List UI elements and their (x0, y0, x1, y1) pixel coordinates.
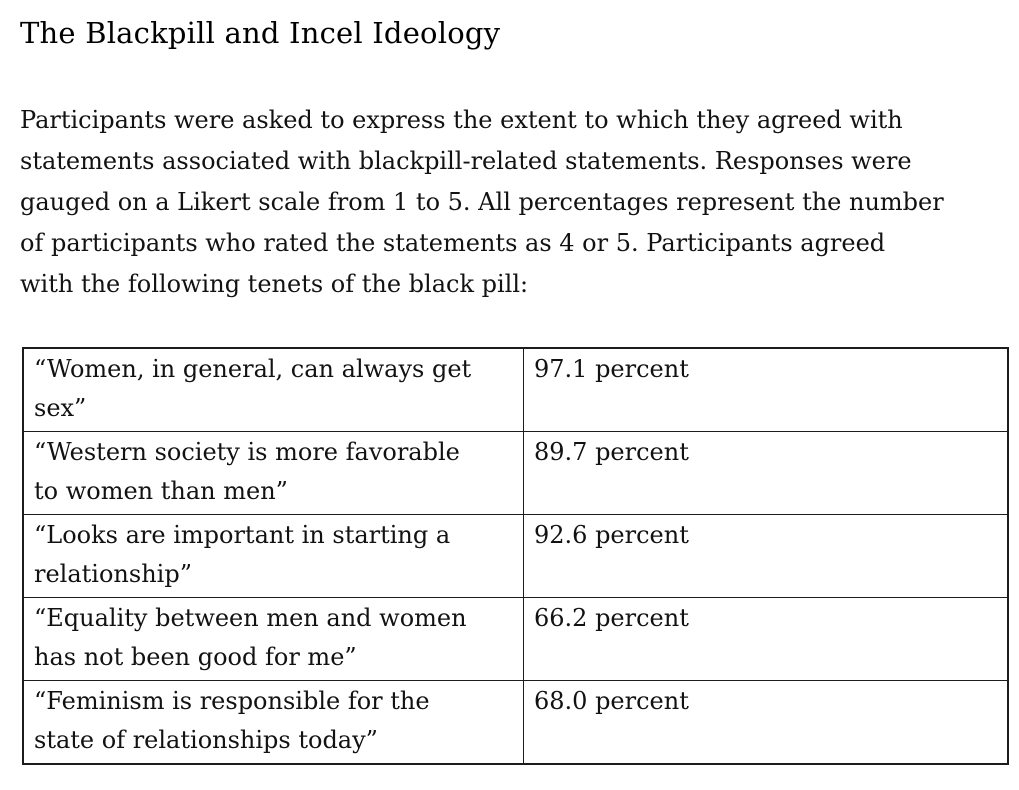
page-title: The Blackpill and Incel Ideology (20, 16, 501, 50)
table-row: “Western society is more favorable to wo… (22, 431, 1009, 515)
percent-cell: 97.1 percent (523, 347, 1009, 432)
intro-line: of participants who rated the statements… (20, 229, 886, 257)
statements-table: “Women, in general, can always get sex” … (22, 347, 1009, 765)
statement-line: “Women, in general, can always get (34, 355, 472, 383)
table-row: “Women, in general, can always get sex” … (22, 347, 1009, 432)
statement-cell: “Equality between men and women has not … (22, 597, 524, 681)
statement-line: “Looks are important in starting a (34, 521, 451, 549)
statement-cell: “Women, in general, can always get sex” (22, 347, 524, 432)
statement-line: relationship” (34, 560, 192, 588)
percent-cell: 66.2 percent (523, 597, 1009, 681)
percent-cell: 68.0 percent (523, 680, 1009, 765)
intro-line: gauged on a Likert scale from 1 to 5. Al… (20, 188, 944, 216)
statement-line: to women than men” (34, 477, 288, 505)
table-row: “Feminism is responsible for the state o… (22, 680, 1009, 765)
percent-cell: 89.7 percent (523, 431, 1009, 515)
statement-cell: “Looks are important in starting a relat… (22, 514, 524, 598)
table-row: “Equality between men and women has not … (22, 597, 1009, 681)
intro-line: statements associated with blackpill-rel… (20, 147, 912, 175)
statement-line: sex” (34, 394, 87, 422)
article: The Blackpill and Incel Ideology Partici… (0, 14, 1019, 765)
statement-line: has not been good for me” (34, 643, 357, 671)
intro-line: Participants were asked to express the e… (20, 106, 903, 134)
statement-line: “Equality between men and women (34, 604, 467, 632)
table-row: “Looks are important in starting a relat… (22, 514, 1009, 598)
statement-cell: “Feminism is responsible for the state o… (22, 680, 524, 765)
statement-cell: “Western society is more favorable to wo… (22, 431, 524, 515)
statement-line: state of relationships today” (34, 726, 378, 754)
intro-line: with the following tenets of the black p… (20, 270, 529, 298)
statement-line: “Western society is more favorable (34, 438, 460, 466)
percent-cell: 92.6 percent (523, 514, 1009, 598)
statement-line: “Feminism is responsible for the (34, 687, 430, 715)
intro-paragraph: Participants were asked to express the e… (20, 100, 1009, 305)
